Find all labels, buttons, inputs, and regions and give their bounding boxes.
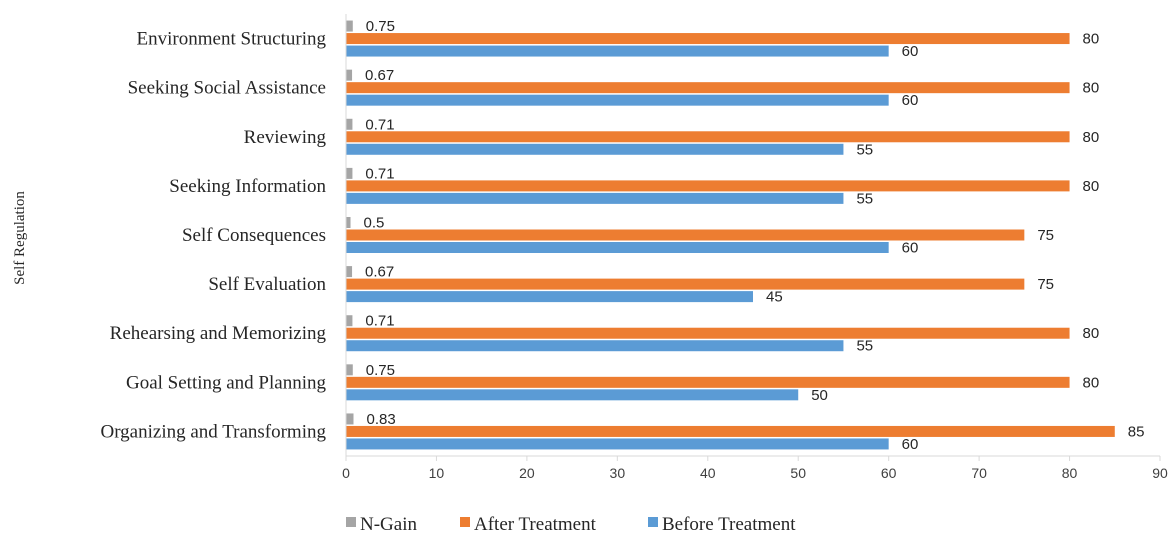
data-label: 0.67: [365, 67, 394, 84]
bar: [346, 82, 1070, 94]
data-label: 60: [902, 92, 919, 109]
data-label: 75: [1037, 227, 1054, 244]
bar: [346, 376, 1070, 388]
data-label: 45: [766, 289, 783, 306]
x-tick-label: 80: [1062, 465, 1078, 481]
category-label: Seeking Social Assistance: [128, 78, 326, 99]
legend: N-Gain After Treatment Before Treatment: [346, 514, 796, 535]
x-tick-label: 20: [519, 465, 535, 481]
bar: [346, 94, 889, 106]
category-label: Self Consequences: [182, 225, 326, 246]
x-tick-label: 30: [610, 465, 626, 481]
data-label: 55: [856, 141, 873, 158]
bar: [346, 229, 1025, 241]
x-tick-label: 10: [429, 465, 445, 481]
legend-label: N-Gain: [360, 514, 417, 535]
bar: [346, 69, 353, 81]
category-labels: Environment Structuring Seeking Social As…: [100, 29, 326, 443]
bar: [346, 266, 353, 278]
bar: [346, 340, 844, 352]
bar: [346, 180, 1070, 192]
bar: [346, 389, 799, 401]
category-label: Rehearsing and Memorizing: [110, 323, 327, 344]
legend-label: Before Treatment: [662, 514, 796, 535]
bar: [346, 20, 353, 32]
x-tick-label: 0: [342, 465, 350, 481]
category-label: Reviewing: [244, 127, 327, 148]
bar: [346, 217, 351, 228]
bar: [346, 192, 844, 204]
data-label: 0.71: [365, 313, 394, 330]
category-label: Goal Setting and Planning: [126, 372, 327, 393]
x-tick-label: 70: [971, 465, 987, 481]
bar: [346, 242, 889, 253]
x-tick-label: 60: [881, 465, 897, 481]
bar: [346, 143, 844, 155]
legend-swatch: [346, 517, 356, 527]
legend-label: After Treatment: [474, 514, 597, 535]
data-label: 55: [856, 338, 873, 355]
data-label: 80: [1083, 325, 1100, 342]
bar: [346, 315, 353, 327]
bar: [346, 131, 1070, 143]
data-label: 0.75: [366, 362, 395, 379]
data-label: 0.71: [365, 116, 394, 133]
x-axis: 0 10 20 30 40 50 60 70 80 90: [342, 14, 1168, 481]
bar: [346, 364, 353, 376]
data-label: 80: [1083, 31, 1100, 48]
data-label: 0.71: [365, 165, 394, 182]
data-label: 60: [902, 43, 919, 60]
y-axis-title: Self Regulation: [12, 191, 28, 285]
data-label: 80: [1083, 80, 1100, 97]
data-label: 60: [902, 436, 919, 453]
data-label: 80: [1083, 129, 1100, 146]
data-label: 0.5: [364, 215, 385, 232]
bar: [346, 291, 753, 303]
data-label: 80: [1083, 178, 1100, 195]
data-label: 0.83: [367, 411, 396, 428]
bar: [346, 425, 1115, 437]
data-label: 0.75: [366, 18, 395, 35]
category-label: Seeking Information: [169, 176, 326, 197]
x-tick-label: 90: [1152, 465, 1168, 481]
bar: [346, 33, 1070, 45]
data-label: 85: [1128, 423, 1145, 440]
data-label: 55: [856, 190, 873, 207]
bar: [346, 167, 353, 179]
data-label: 50: [811, 387, 828, 404]
x-tick-label: 50: [790, 465, 806, 481]
bar: [346, 327, 1070, 339]
data-label: 0.67: [365, 264, 394, 281]
bar: [346, 118, 353, 130]
data-label: 75: [1037, 276, 1054, 293]
data-label: 80: [1083, 374, 1100, 391]
x-tick-label: 40: [700, 465, 716, 481]
category-label: Organizing and Transforming: [100, 421, 326, 442]
legend-swatch: [648, 517, 658, 527]
legend-swatch: [460, 517, 470, 527]
category-label: Environment Structuring: [137, 29, 327, 50]
bars-group: 0.75 80 60 0.67 80 60 0.71 80 55 0.71 80 55 0.5 75 60 0…: [346, 18, 1144, 453]
bar: [346, 278, 1025, 290]
bar: [346, 45, 889, 57]
category-label: Self Evaluation: [208, 274, 326, 295]
data-label: 60: [902, 240, 919, 257]
bar: [346, 438, 889, 450]
bar: [346, 413, 354, 425]
